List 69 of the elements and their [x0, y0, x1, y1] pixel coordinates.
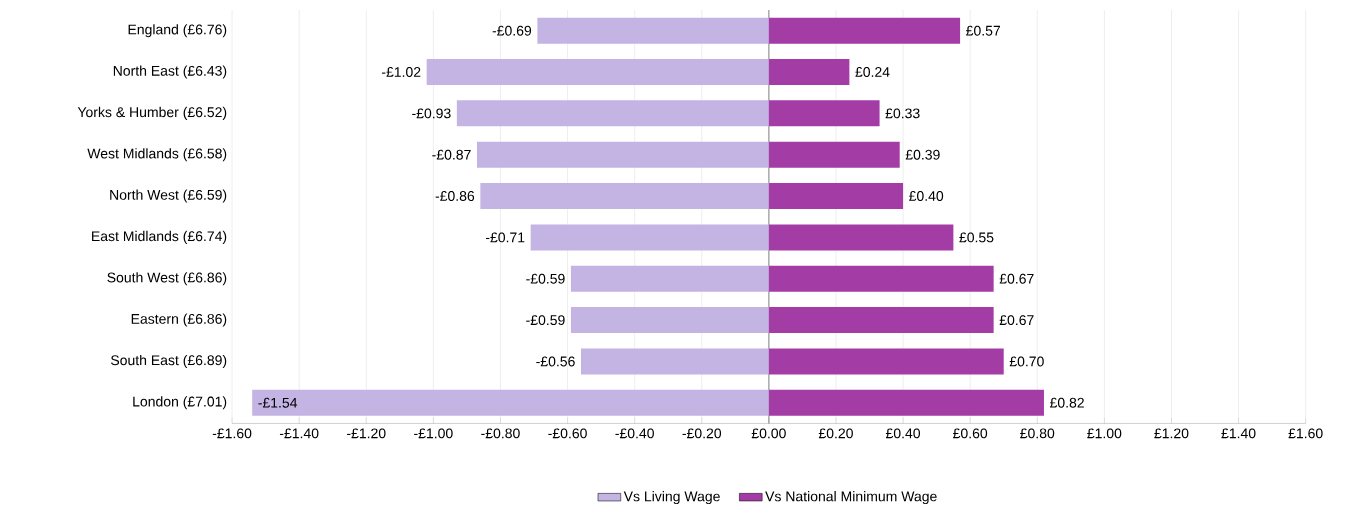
x-tick-label: £1.00 [1087, 428, 1122, 439]
data-label: -£0.87 [432, 149, 471, 160]
legend-label: Vs Living Wage [623, 490, 720, 504]
y-tick-label: North East (£6.43) [113, 65, 227, 79]
x-tick-label: -£0.20 [682, 428, 722, 439]
bar [768, 100, 880, 127]
bar [768, 265, 994, 292]
data-label: -£0.71 [485, 232, 525, 243]
y-tick-label: Eastern (£6.86) [131, 313, 227, 327]
data-label: £0.82 [1049, 397, 1084, 408]
data-label: £0.67 [999, 273, 1034, 284]
data-label: £0.57 [966, 25, 1001, 36]
y-tick-label: London (£7.01) [133, 396, 227, 410]
data-label: -£0.93 [412, 108, 451, 119]
bar [768, 389, 1044, 416]
x-tick-label: £0.00 [751, 428, 786, 439]
bar [480, 182, 769, 209]
x-tick-label: -£1.20 [347, 428, 386, 439]
x-tick-label: £0.40 [885, 428, 921, 439]
bar [530, 224, 769, 251]
bar [570, 265, 769, 292]
legend-label: Vs National Minimum Wage [765, 490, 937, 504]
bar [768, 58, 850, 85]
bar [456, 100, 769, 127]
x-tick-label: -£1.60 [212, 428, 252, 439]
bar [768, 17, 961, 44]
x-tick-label: £1.20 [1154, 428, 1189, 439]
bar [768, 306, 994, 333]
data-label: £0.67 [999, 314, 1034, 325]
data-label: £0.70 [1009, 356, 1044, 367]
bar [537, 17, 769, 44]
y-tick-label: North West (£6.59) [110, 189, 227, 203]
bar [768, 348, 1004, 375]
data-label: £0.39 [905, 149, 940, 160]
x-tick-label: £1.60 [1288, 428, 1323, 439]
bar [570, 306, 769, 333]
bar [768, 182, 904, 209]
data-label: £0.55 [959, 232, 994, 243]
x-tick-label: -£0.80 [481, 428, 520, 439]
x-tick-label: -£0.60 [548, 428, 587, 439]
bar [252, 389, 769, 416]
x-tick-label: £0.20 [818, 428, 853, 439]
data-label: £0.40 [909, 190, 944, 201]
data-label: -£0.56 [536, 356, 575, 367]
x-tick-label: £1.40 [1221, 428, 1256, 439]
bar [580, 348, 769, 375]
y-tick-label: South West (£6.86) [107, 272, 227, 286]
data-label: £0.33 [885, 108, 920, 119]
data-label: -£1.54 [258, 397, 298, 408]
y-tick-label: West Midlands (£6.58) [87, 147, 227, 162]
data-label: -£0.69 [492, 25, 532, 36]
bar [426, 58, 769, 85]
y-tick-label: South East (£6.89) [110, 354, 227, 368]
bar [768, 224, 954, 251]
data-label: £0.24 [855, 66, 890, 77]
x-tick-label: -£0.40 [615, 428, 654, 439]
x-tick-label: -£1.00 [414, 428, 453, 439]
x-tick-label: £0.60 [953, 428, 988, 439]
data-label: -£0.59 [526, 273, 565, 284]
bar [476, 141, 769, 168]
data-label: -£0.86 [435, 190, 475, 201]
bar [768, 141, 900, 168]
y-tick-label: Yorks & Humber (£6.52) [77, 106, 227, 120]
x-tick-label: -£1.40 [279, 428, 319, 439]
x-tick-label: £0.80 [1020, 428, 1055, 439]
data-label: -£0.59 [526, 314, 565, 325]
data-label: -£1.02 [381, 66, 421, 77]
y-tick-label: England (£6.76) [128, 23, 227, 37]
y-tick-label: East Midlands (£6.74) [92, 230, 227, 244]
